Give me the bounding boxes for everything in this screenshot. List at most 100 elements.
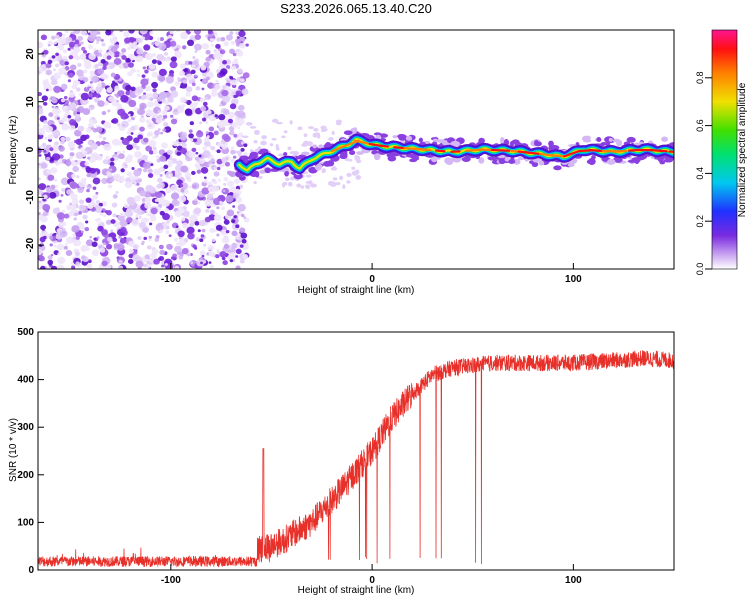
noise-blob bbox=[305, 181, 312, 184]
noise-blob bbox=[200, 261, 203, 265]
track-halo-blob bbox=[392, 135, 398, 139]
track-hot-segment bbox=[378, 144, 389, 148]
noise-blob bbox=[183, 68, 188, 73]
noise-blob bbox=[186, 226, 195, 235]
noise-blob bbox=[169, 61, 178, 69]
noise-blob bbox=[141, 210, 145, 214]
noise-blob bbox=[188, 133, 194, 139]
noise-blob bbox=[312, 132, 318, 138]
noise-blob bbox=[305, 184, 311, 190]
noise-blob bbox=[316, 133, 321, 139]
noise-blob bbox=[221, 145, 227, 150]
noise-blob bbox=[138, 95, 142, 100]
noise-blob bbox=[183, 238, 189, 243]
noise-blob bbox=[201, 187, 210, 195]
noise-blob bbox=[119, 237, 127, 244]
noise-blob bbox=[47, 59, 53, 64]
noise-blob bbox=[80, 255, 87, 260]
noise-blob bbox=[83, 69, 88, 74]
noise-blob bbox=[221, 236, 230, 244]
track-halo-blob bbox=[504, 139, 510, 146]
noise-blob bbox=[190, 69, 196, 75]
noise-blob bbox=[135, 145, 141, 151]
noise-blob bbox=[167, 159, 174, 165]
noise-blob bbox=[157, 222, 163, 228]
noise-blob bbox=[41, 95, 48, 102]
noise-blob bbox=[77, 43, 81, 47]
track-halo-blob bbox=[450, 140, 461, 148]
noise-blob bbox=[98, 49, 103, 53]
noise-blob bbox=[45, 209, 49, 213]
noise-blob bbox=[78, 180, 87, 188]
noise-blob bbox=[112, 213, 117, 218]
noise-blob bbox=[161, 142, 168, 149]
noise-blob bbox=[253, 140, 258, 144]
track-halo-blob bbox=[498, 158, 506, 165]
noise-blob bbox=[327, 181, 335, 186]
noise-blob bbox=[63, 95, 68, 100]
noise-blob bbox=[222, 60, 228, 65]
noise-blob bbox=[186, 39, 195, 47]
noise-blob bbox=[75, 261, 80, 266]
colorbar-tick-label: 0.2 bbox=[695, 215, 705, 228]
noise-blob bbox=[240, 141, 245, 145]
noise-blob bbox=[52, 107, 61, 115]
noise-blob bbox=[192, 184, 197, 189]
noise-blob bbox=[72, 79, 79, 86]
noise-blob bbox=[216, 166, 221, 171]
noise-blob bbox=[55, 52, 60, 57]
spectrogram-x-label: Height of straight line (km) bbox=[298, 285, 415, 296]
noise-blob bbox=[205, 131, 209, 135]
track-halo-blob bbox=[661, 136, 669, 142]
spectrogram-y-axis: -20 -10 0 10 20 bbox=[25, 48, 44, 252]
noise-blob bbox=[58, 67, 67, 75]
noise-blob bbox=[113, 57, 122, 65]
noise-blob bbox=[120, 226, 127, 233]
noise-blob bbox=[80, 30, 88, 36]
noise-blob bbox=[45, 69, 52, 76]
noise-blob bbox=[95, 200, 100, 204]
noise-blob bbox=[76, 175, 80, 178]
colorbar-tick-label: 0.4 bbox=[695, 167, 705, 180]
noise-blob bbox=[122, 150, 126, 154]
noise-blob bbox=[129, 37, 136, 43]
noise-blob bbox=[177, 230, 185, 238]
noise-blob bbox=[146, 263, 152, 268]
noise-blob bbox=[98, 134, 103, 139]
noise-blob bbox=[95, 218, 100, 223]
noise-blob bbox=[139, 190, 147, 197]
noise-blob bbox=[219, 200, 223, 205]
noise-blob bbox=[107, 184, 113, 189]
noise-blob bbox=[348, 158, 353, 162]
noise-blob bbox=[56, 243, 65, 251]
noise-blob bbox=[170, 90, 179, 98]
noise-blob bbox=[180, 165, 189, 173]
noise-blob bbox=[78, 204, 86, 212]
noise-blob bbox=[136, 48, 144, 55]
noise-blob bbox=[80, 92, 90, 101]
noise-blob bbox=[208, 261, 212, 264]
noise-blob bbox=[61, 188, 66, 192]
noise-blob bbox=[356, 159, 362, 164]
noise-blob bbox=[207, 245, 215, 251]
noise-blob bbox=[140, 78, 149, 86]
noise-blob bbox=[200, 65, 207, 71]
track-halo-blob bbox=[504, 156, 511, 162]
noise-blob bbox=[137, 236, 142, 240]
noise-blob bbox=[151, 71, 158, 78]
noise-blob bbox=[235, 224, 240, 229]
noise-blob bbox=[226, 80, 230, 83]
noise-blob bbox=[240, 78, 245, 83]
noise-blob bbox=[80, 245, 88, 252]
noise-blob bbox=[189, 222, 195, 227]
noise-blob bbox=[191, 147, 197, 153]
colorbar: 0.0 0.2 0.4 0.6 0.8 Normalized spectral ampl… bbox=[695, 29, 748, 275]
noise-blob bbox=[154, 198, 159, 203]
noise-blob bbox=[188, 185, 192, 189]
noise-blob bbox=[57, 256, 66, 265]
noise-blob bbox=[64, 30, 70, 33]
noise-blob bbox=[125, 57, 131, 63]
track-hot-segment bbox=[434, 149, 446, 153]
noise-blob bbox=[43, 149, 47, 153]
